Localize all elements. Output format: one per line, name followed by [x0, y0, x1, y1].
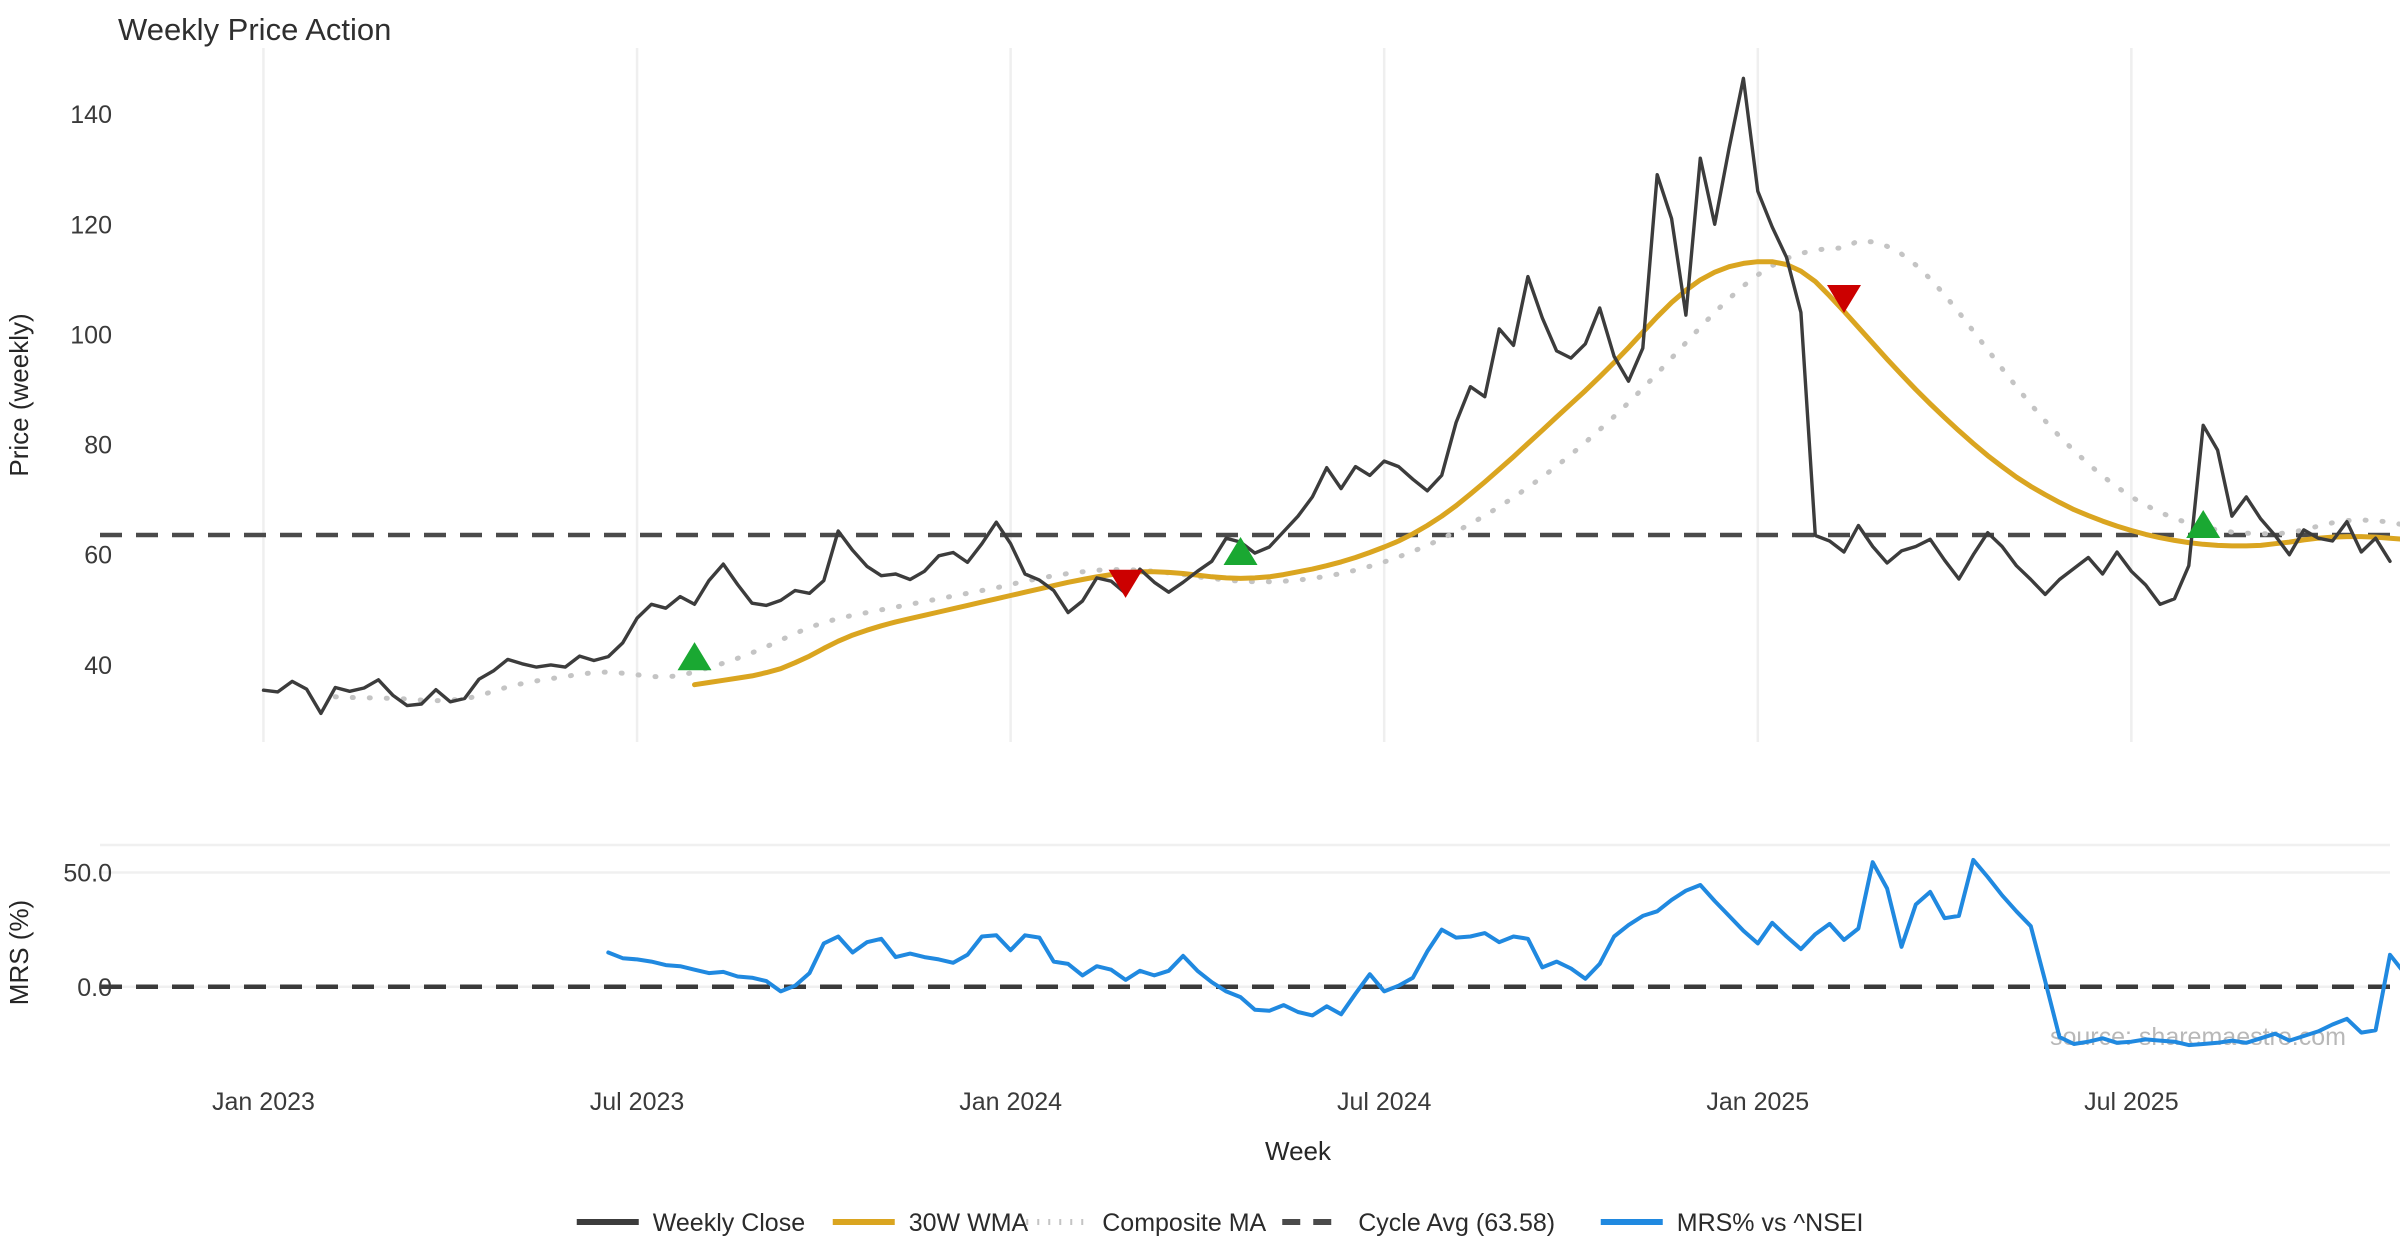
marker-buy[interactable]	[677, 642, 712, 671]
price-gridlines	[262, 48, 2133, 742]
y-tick-price: 40	[84, 652, 112, 680]
series-line-30w-wma	[692, 259, 2400, 688]
series-line-weekly-close	[261, 76, 2392, 716]
series-line-mrs-vs-nsei	[606, 857, 2400, 1048]
x-tick-label: Jul 2023	[590, 1088, 685, 1116]
chart-title: Weekly Price Action	[118, 12, 391, 47]
marker-sell[interactable]	[1827, 285, 1861, 314]
marker-buy[interactable]	[1223, 536, 1258, 566]
y-axis-label-mrs: MRS (%)	[4, 900, 34, 1005]
x-tick-label: Jan 2023	[212, 1088, 315, 1116]
x-axis-label: Week	[1265, 1136, 1332, 1166]
y-tick-price: 120	[70, 211, 112, 239]
legend-label-1: 30W WMA	[909, 1209, 1029, 1237]
y-tick-price: 80	[84, 432, 112, 460]
marker-buy[interactable]	[2186, 509, 2221, 539]
x-tick-label: Jan 2025	[1706, 1088, 1809, 1116]
x-tick-label: Jul 2024	[1337, 1088, 1432, 1116]
x-tick-label: Jul 2025	[2084, 1088, 2179, 1116]
y-axis-label-price: Price (weekly)	[4, 313, 34, 476]
legend-label-4: MRS% vs ^NSEI	[1677, 1209, 1864, 1237]
y-tick-price: 140	[70, 101, 112, 129]
legend: Weekly Close 30W WMA Composite MA Cycle Avg…	[576, 1209, 1864, 1237]
legend-label-2: Composite MA	[1102, 1209, 1266, 1237]
y-tick-price: 100	[70, 321, 112, 349]
y-tick-mrs: 50.0	[63, 859, 112, 887]
series-line-composite-ma	[332, 238, 2400, 704]
marker-sell[interactable]	[1108, 569, 1143, 598]
y-tick-price: 60	[84, 542, 112, 570]
mrs-gridlines	[100, 843, 2390, 989]
legend-label-0: Weekly Close	[653, 1209, 805, 1237]
legend-label-3: Cycle Avg (63.58)	[1358, 1209, 1555, 1237]
x-tick-label: Jan 2024	[959, 1088, 1062, 1116]
